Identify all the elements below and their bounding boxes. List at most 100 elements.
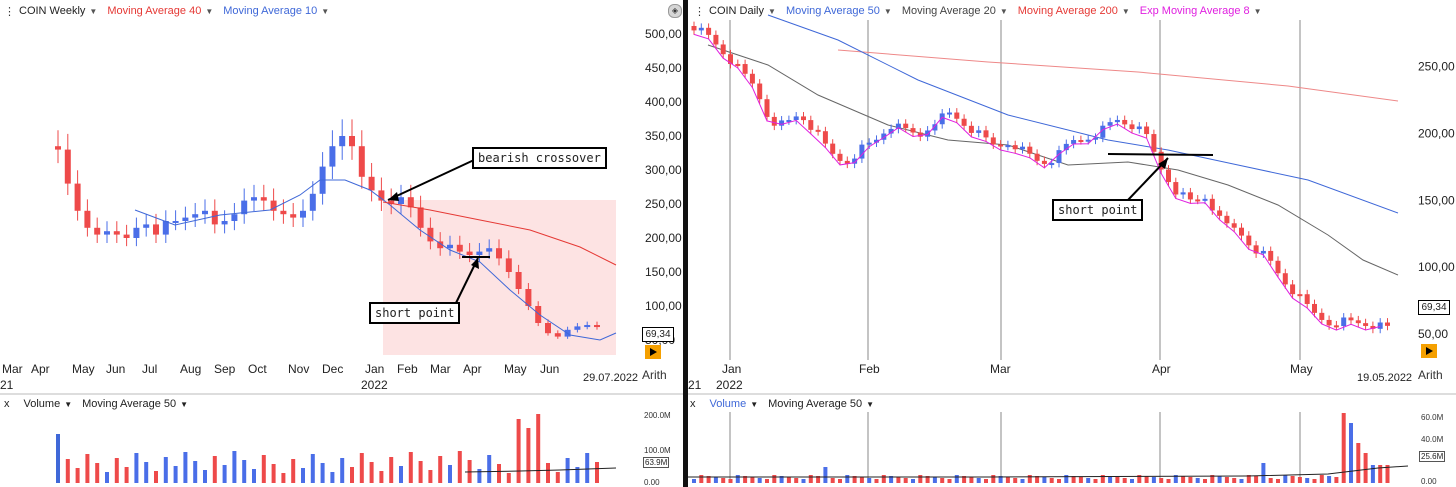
volume-ma-label[interactable]: Moving Average 50	[768, 398, 863, 410]
chevron-down-icon[interactable]: ▼	[64, 399, 73, 409]
volume-bar	[1385, 465, 1390, 483]
volume-bar	[918, 475, 923, 483]
volume-bar	[1203, 479, 1207, 483]
volume-bar	[428, 470, 433, 483]
month-tick: May	[1290, 362, 1313, 376]
candle	[786, 119, 792, 122]
chevron-down-icon[interactable]: ▼	[768, 6, 776, 16]
candle	[1217, 210, 1223, 216]
candle	[192, 214, 199, 218]
chevron-down-icon[interactable]: ▼	[205, 6, 214, 16]
candle	[728, 54, 733, 64]
volume-bar	[816, 476, 821, 483]
chevron-down-icon[interactable]: ▼	[180, 399, 189, 409]
volume-bar	[962, 476, 967, 483]
volume-bar	[867, 478, 872, 483]
candle	[182, 217, 189, 221]
volume-header: x Volume ▼ Moving Average 50 ▼	[4, 398, 188, 410]
settings-icon[interactable]: ◈	[668, 4, 682, 18]
candle	[1297, 294, 1303, 297]
volume-bar	[823, 467, 828, 483]
candle	[260, 197, 267, 201]
daily-ma20-label[interactable]: Moving Average 20	[901, 5, 996, 17]
candle	[1107, 122, 1113, 126]
volume-bar	[998, 476, 1003, 483]
candle	[1144, 126, 1150, 135]
candle	[241, 200, 248, 215]
scale-type[interactable]: Arith	[642, 368, 667, 382]
chart-menu-icon[interactable]: ⋮	[4, 5, 15, 18]
play-icon[interactable]	[1421, 344, 1437, 358]
volume-bar	[389, 457, 394, 483]
weekly-ma10-label[interactable]: Moving Average 10	[223, 5, 318, 17]
weekly-ma40-label[interactable]: Moving Average 40	[107, 5, 202, 17]
candle	[1385, 322, 1390, 326]
candle	[1239, 227, 1244, 236]
candle	[837, 153, 843, 161]
volume-title[interactable]: Volume	[709, 398, 747, 410]
daily-symbol[interactable]: COIN Daily	[709, 5, 765, 17]
volume-bar	[203, 470, 207, 483]
volume-bar	[212, 456, 217, 483]
chevron-down-icon[interactable]: ▼	[866, 399, 875, 409]
volume-bar	[1224, 477, 1229, 483]
chevron-down-icon[interactable]: ▼	[750, 399, 759, 409]
candle	[1034, 153, 1040, 161]
volume-title[interactable]: Volume	[23, 398, 61, 410]
volume-bar	[75, 468, 80, 483]
volume-bar	[1305, 478, 1310, 483]
pane-divider[interactable]	[683, 0, 688, 487]
candle	[866, 142, 872, 145]
chart-menu-icon[interactable]: ⋮	[694, 5, 705, 18]
volume-bar	[889, 476, 894, 483]
arrowhead-icon	[388, 192, 399, 201]
volume-tick: 60.0M	[1421, 413, 1444, 422]
close-icon[interactable]: x	[4, 398, 10, 410]
volume-bar	[497, 464, 501, 483]
volume-bar	[1261, 463, 1266, 483]
candle	[398, 197, 404, 204]
chevron-down-icon[interactable]: ▼	[883, 6, 892, 16]
chevron-down-icon[interactable]: ▼	[1253, 6, 1262, 16]
volume-ma-label[interactable]: Moving Average 50	[82, 398, 177, 410]
volume-bar	[565, 458, 570, 483]
daily-ma50-label[interactable]: Moving Average 50	[785, 5, 880, 17]
candle	[939, 113, 945, 125]
chevron-down-icon[interactable]: ▼	[999, 6, 1008, 16]
daily-ema8-label[interactable]: Exp Moving Average 8	[1139, 5, 1250, 17]
candle	[822, 131, 828, 144]
volume-bar	[932, 477, 937, 483]
candle	[1187, 192, 1193, 200]
volume-bar	[546, 463, 550, 483]
volume-tick: 40.0M	[1421, 435, 1444, 444]
volume-bar	[786, 477, 791, 483]
volume-bar	[1122, 478, 1127, 483]
candle	[1312, 303, 1317, 313]
volume-bar	[713, 477, 718, 483]
volume-bar	[85, 454, 90, 483]
chevron-down-icon[interactable]: ▼	[89, 6, 98, 16]
daily-ma200-label[interactable]: Moving Average 200	[1017, 5, 1118, 17]
volume-bar	[1254, 476, 1259, 483]
scale-type[interactable]: Arith	[1418, 368, 1443, 382]
candle	[545, 323, 551, 334]
close-icon[interactable]: x	[690, 398, 696, 410]
candle	[771, 116, 777, 126]
volume-bar	[438, 456, 443, 483]
volume-tick: 100.0M	[644, 446, 671, 455]
play-icon[interactable]	[645, 345, 661, 359]
chevron-down-icon[interactable]: ▼	[321, 6, 330, 16]
volume-bar	[1057, 479, 1061, 483]
volume-bar	[852, 476, 857, 483]
ma200-line	[837, 49, 1399, 102]
weekly-chart-pane: ⋮ COIN Weekly ▼ Moving Average 40 ▼ Moving…	[0, 0, 683, 487]
candle	[801, 116, 806, 121]
volume-bar	[320, 463, 325, 483]
chevron-down-icon[interactable]: ▼	[1121, 6, 1130, 16]
candle	[1341, 317, 1347, 327]
volume-bar	[1108, 476, 1113, 483]
month-tick: Jan	[722, 362, 741, 376]
weekly-symbol[interactable]: COIN Weekly	[19, 5, 86, 17]
candle	[1012, 145, 1018, 150]
volume-current-badge: 25.6M	[1419, 451, 1446, 462]
